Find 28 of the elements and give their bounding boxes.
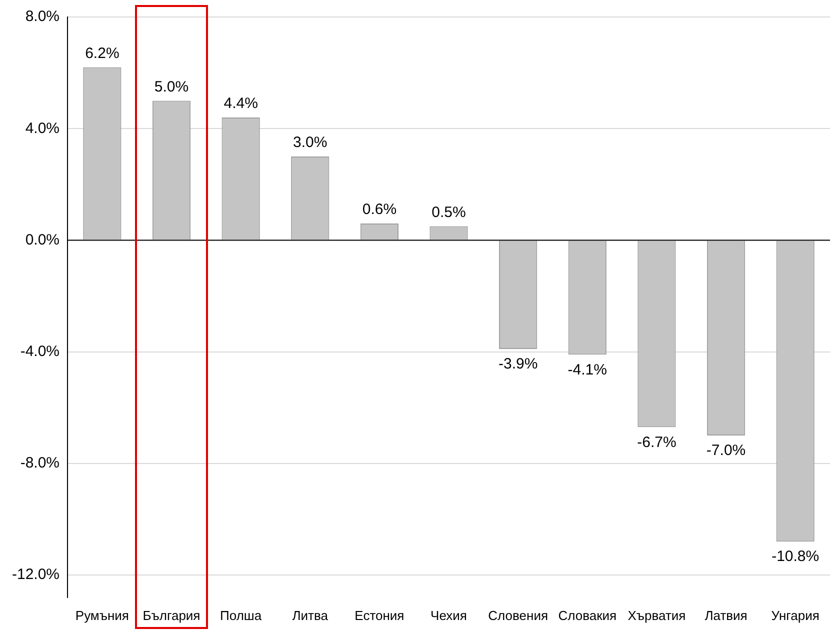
x-tick-label: Чехия xyxy=(430,608,467,623)
x-tick-label: Латвия xyxy=(704,608,748,623)
y-tick-label: 8.0% xyxy=(25,8,60,26)
data-label: 0.6% xyxy=(362,201,397,218)
x-tick-label: Словакия xyxy=(558,608,617,623)
y-tick-label: -12.0% xyxy=(12,566,60,584)
data-label: 6.2% xyxy=(85,44,120,62)
data-label: -10.8% xyxy=(772,548,820,566)
x-tick-label: Хърватия xyxy=(628,608,686,623)
y-tick-label: -4.0% xyxy=(20,342,60,360)
data-label: 0.5% xyxy=(432,204,466,221)
y-tick-label: 0.0% xyxy=(25,231,60,248)
x-tick-label: Литва xyxy=(292,608,329,623)
data-label: -4.1% xyxy=(568,361,607,378)
data-label: -6.7% xyxy=(637,434,676,451)
x-tick-label: Естония xyxy=(354,608,404,623)
data-label: 5.0% xyxy=(154,78,189,96)
data-label: -3.9% xyxy=(498,356,538,373)
x-tick-label: Румъния xyxy=(75,608,129,623)
y-tick-label: -8.0% xyxy=(20,454,60,472)
x-tick-label: Словения xyxy=(488,608,548,623)
x-tick-label: България xyxy=(142,608,200,623)
data-label: 4.4% xyxy=(224,95,258,112)
y-tick-label: 4.0% xyxy=(25,120,60,137)
x-tick-label: Полша xyxy=(220,608,262,623)
x-tick-label: Унгария xyxy=(771,608,820,623)
data-label: 3.0% xyxy=(293,134,328,152)
data-label: -7.0% xyxy=(706,442,746,460)
